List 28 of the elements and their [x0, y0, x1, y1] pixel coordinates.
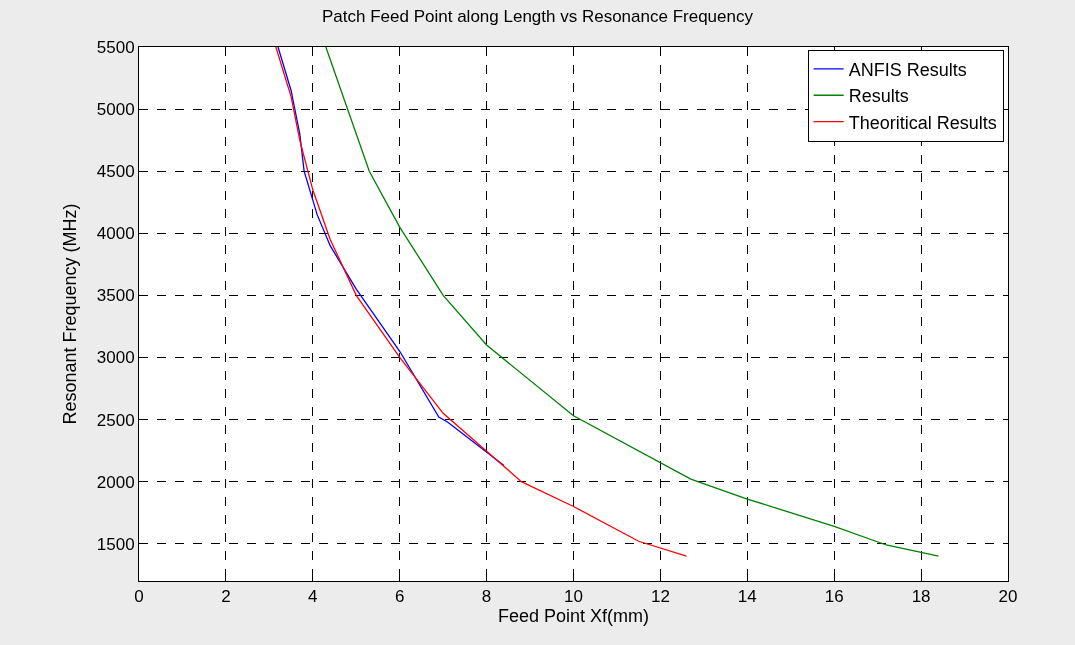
- chart-title: Patch Feed Point along Length vs Resonance Frequency: [322, 6, 754, 26]
- line-series: [277, 47, 505, 467]
- y-tick-label: 4000: [96, 224, 135, 244]
- x-tick-label: 20: [998, 587, 1018, 607]
- y-tick-label: 2000: [96, 472, 135, 492]
- x-tick-label: 18: [911, 587, 931, 607]
- y-tick-label: 3000: [96, 348, 135, 368]
- legend-label: Theoritical Results: [848, 112, 997, 133]
- x-tick-label: 10: [564, 587, 583, 607]
- y-tick-label: 1500: [96, 534, 135, 554]
- x-tick-label: 16: [824, 587, 844, 607]
- x-tick-label: 6: [394, 587, 405, 607]
- y-tick-label: 4500: [96, 162, 135, 182]
- y-axis-title: Resonant Frequency (MHz): [59, 203, 80, 425]
- x-tick-label: 8: [481, 587, 492, 607]
- x-tick-label: 2: [221, 587, 231, 607]
- legend-label: ANFIS Results: [848, 59, 967, 80]
- y-tick-label: 3500: [96, 286, 135, 306]
- legend-label: Results: [848, 86, 909, 107]
- y-tick-label: 2500: [96, 410, 135, 430]
- line-series: [275, 47, 688, 557]
- y-tick-label: 5000: [96, 100, 135, 120]
- x-axis-title: Feed Point Xf(mm): [497, 606, 650, 627]
- x-tick-label: 0: [134, 587, 144, 607]
- x-tick-label: 14: [737, 587, 757, 607]
- x-tick-label: 12: [650, 587, 670, 607]
- x-tick-label: 4: [308, 587, 318, 607]
- y-tick-label: 5500: [96, 37, 135, 57]
